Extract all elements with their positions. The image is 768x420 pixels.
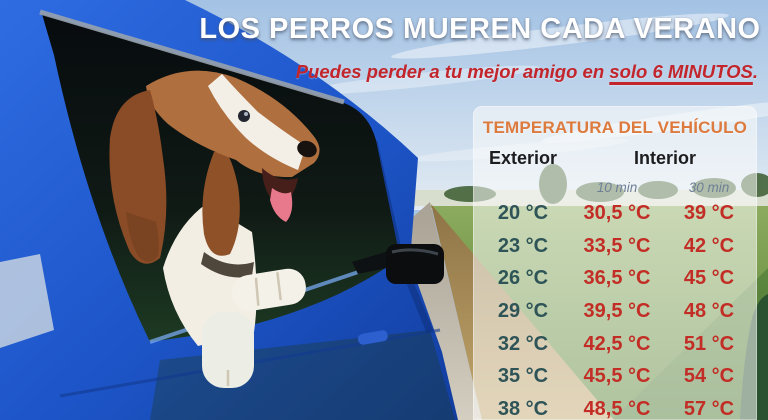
- sub-header-30min: 30 min: [688, 180, 730, 195]
- table-row: 29 °C 39,5 °C 48 °C: [473, 295, 757, 328]
- sub-header-10min: 10 min: [596, 180, 638, 195]
- interior-temp-10min: 42,5 °C: [583, 332, 651, 355]
- dog-nose: [297, 140, 317, 158]
- dog-right-ear: [202, 152, 240, 256]
- table-rows: 20 °C 30,5 °C 39 °C 23 °C 33,5 °C 42 °C …: [473, 197, 757, 420]
- interior-temp-10min: 30,5 °C: [583, 201, 651, 224]
- interior-temp-30min: 57 °C: [683, 398, 735, 420]
- column-headers: Exterior Interior: [473, 148, 757, 169]
- car: [0, 0, 458, 420]
- exterior-temp: 38 °C: [497, 398, 549, 420]
- dog-left-ear: [109, 90, 167, 264]
- subtitle-underlined: solo 6 MINUTOS: [609, 61, 753, 82]
- exterior-temp: 35 °C: [497, 365, 549, 388]
- table-row: 35 °C 45,5 °C 54 °C: [473, 361, 757, 394]
- subtitle-prefix: Puedes perder a tu mejor amigo en: [295, 61, 610, 82]
- exterior-temp: 32 °C: [497, 332, 549, 355]
- column-header-interior: Interior: [633, 148, 696, 168]
- table-row: 26 °C 36,5 °C 45 °C: [473, 262, 757, 295]
- window-chrome-trim: [39, 9, 345, 105]
- door-handle: [357, 330, 388, 345]
- column-header-exterior: Exterior: [488, 148, 558, 168]
- door-reflection: [150, 330, 455, 420]
- exterior-temp: 20 °C: [497, 201, 549, 224]
- table-row: 23 °C 33,5 °C 42 °C: [473, 230, 757, 263]
- interior-temp-30min: 39 °C: [683, 201, 735, 224]
- interior-temp-30min: 45 °C: [683, 267, 735, 290]
- dog-ear-shadow: [126, 212, 159, 262]
- side-mirror: [352, 244, 444, 284]
- table-row: 32 °C 42,5 °C 51 °C: [473, 328, 757, 361]
- poster-subtitle: Puedes perder a tu mejor amigo en solo 6…: [296, 61, 758, 83]
- interior-temp-10min: 33,5 °C: [583, 234, 651, 257]
- interior-temp-10min: 36,5 °C: [583, 267, 651, 290]
- poster-title: LOS PERROS MUEREN CADA VERANO: [199, 13, 761, 45]
- interior-temp-30min: 48 °C: [683, 299, 735, 322]
- interior-temp-30min: 54 °C: [683, 365, 735, 388]
- dog-lower-paw: [202, 312, 254, 388]
- subtitle-suffix: .: [752, 61, 758, 82]
- exterior-temp: 26 °C: [497, 267, 549, 290]
- dog-blaze: [208, 74, 306, 170]
- interior-temp-30min: 42 °C: [683, 234, 735, 257]
- dog-eye-highlight: [244, 112, 248, 116]
- table-row: 20 °C 30,5 °C 39 °C: [473, 197, 757, 230]
- windshield-glimpse: [0, 254, 54, 348]
- sub-headers: 10 min 30 min: [473, 180, 757, 195]
- dog: [109, 70, 320, 388]
- exterior-temp: 29 °C: [497, 299, 549, 322]
- table-row: 38 °C 48,5 °C 57 °C: [473, 393, 757, 420]
- interior-temp-10min: 48,5 °C: [583, 398, 651, 420]
- interior-temp-10min: 39,5 °C: [583, 299, 651, 322]
- dog-tongue: [270, 188, 293, 222]
- table-title: TEMPERATURA DEL VEHÍCULO: [482, 118, 748, 137]
- temperature-table-panel: TEMPERATURA DEL VEHÍCULO Exterior Interi…: [473, 106, 757, 420]
- dog-collar: [201, 252, 254, 278]
- exterior-temp: 23 °C: [497, 234, 549, 257]
- dog-eye: [238, 110, 250, 122]
- interior-temp-30min: 51 °C: [683, 332, 735, 355]
- interior-temp-10min: 45,5 °C: [583, 365, 651, 388]
- dog-front-paw: [232, 268, 306, 311]
